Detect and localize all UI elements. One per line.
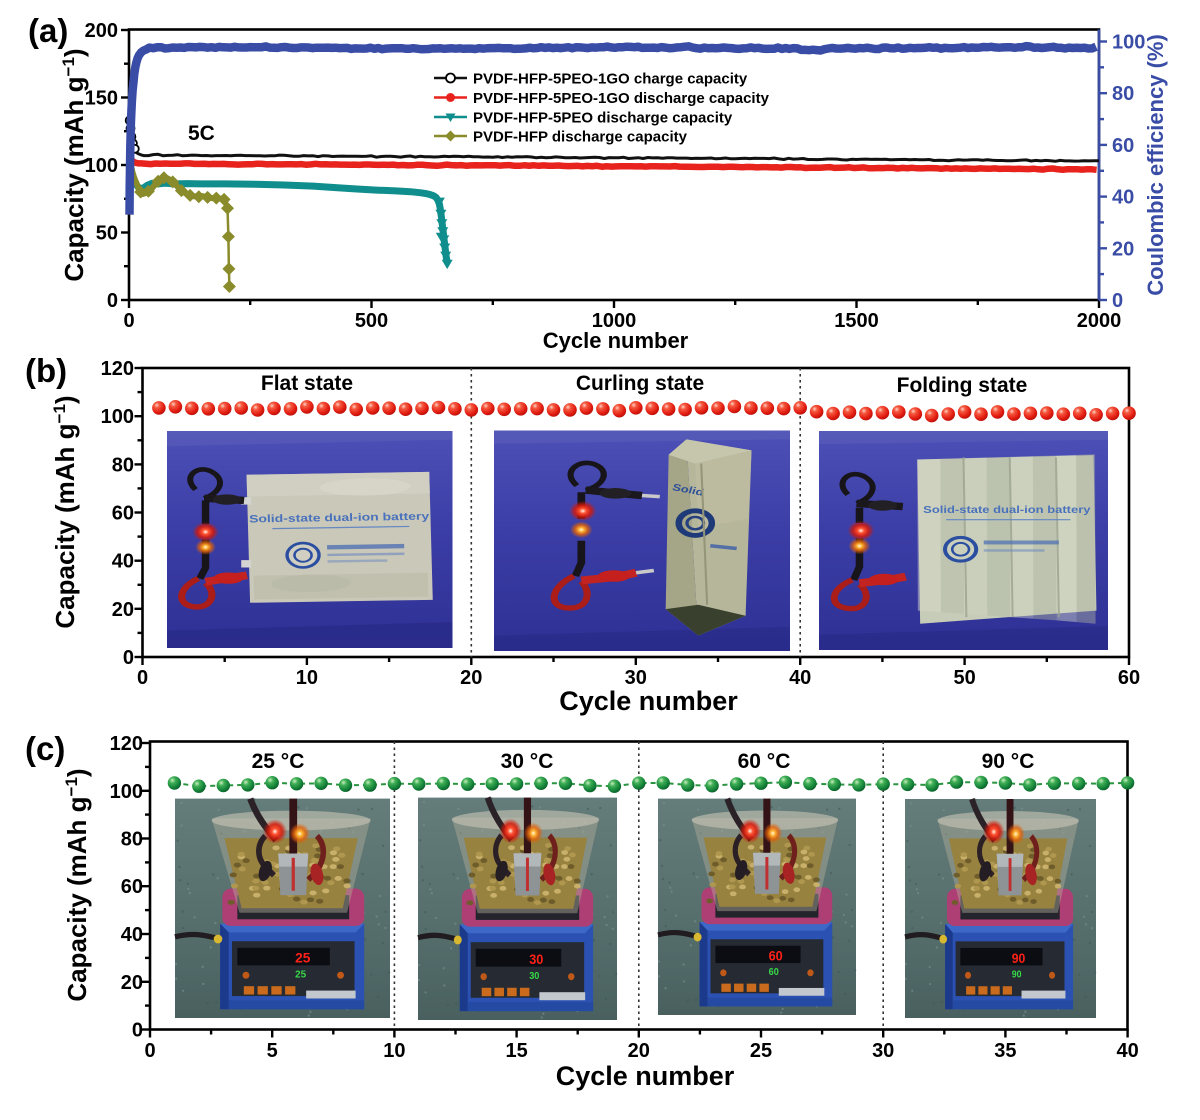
svg-text:Folding state: Folding state	[897, 374, 1028, 397]
svg-text:10: 10	[383, 1040, 405, 1062]
svg-text:30: 30	[529, 951, 543, 967]
svg-text:Capacity (mAh g−1): Capacity (mAh g−1)	[59, 48, 90, 281]
svg-text:80: 80	[121, 829, 143, 851]
svg-text:0: 0	[132, 1020, 143, 1042]
svg-text:25: 25	[750, 1040, 772, 1062]
svg-text:2000: 2000	[1077, 310, 1122, 332]
svg-text:35: 35	[994, 1040, 1016, 1062]
svg-text:5: 5	[267, 1040, 278, 1062]
svg-text:40: 40	[1112, 187, 1134, 209]
svg-text:120: 120	[110, 733, 143, 755]
svg-text:30: 30	[872, 1040, 894, 1062]
svg-text:200: 200	[85, 20, 118, 42]
svg-text:50: 50	[953, 667, 975, 689]
svg-text:20: 20	[112, 599, 134, 621]
svg-text:100: 100	[101, 406, 134, 428]
svg-text:Cycle number: Cycle number	[559, 686, 738, 716]
svg-text:100: 100	[110, 781, 143, 803]
svg-text:60: 60	[121, 876, 143, 898]
svg-text:25: 25	[295, 969, 306, 980]
svg-text:40: 40	[112, 551, 134, 573]
svg-text:25: 25	[295, 950, 311, 966]
svg-text:20: 20	[1112, 238, 1134, 260]
svg-text:80: 80	[1112, 83, 1134, 105]
svg-text:PVDF-HFP-5PEO discharge capaci: PVDF-HFP-5PEO discharge capacity	[473, 110, 733, 127]
svg-text:20: 20	[121, 972, 143, 994]
svg-text:80: 80	[112, 454, 134, 476]
svg-text:100: 100	[1112, 32, 1145, 54]
svg-text:500: 500	[355, 310, 388, 332]
svg-text:0: 0	[123, 647, 134, 669]
svg-text:40: 40	[1116, 1040, 1138, 1062]
svg-text:60: 60	[769, 967, 779, 978]
svg-text:90: 90	[1012, 950, 1026, 966]
svg-text:PVDF-HFP-5PEO-1GO discharge ca: PVDF-HFP-5PEO-1GO discharge capacity	[473, 90, 770, 107]
svg-text:PVDF-HFP discharge capacity: PVDF-HFP discharge capacity	[473, 129, 688, 146]
svg-text:60: 60	[1118, 667, 1140, 689]
svg-text:0: 0	[1112, 290, 1123, 312]
svg-text:Coulombic efficiency (%): Coulombic efficiency (%)	[1143, 34, 1168, 296]
svg-text:0: 0	[107, 290, 118, 312]
svg-text:20: 20	[628, 1040, 650, 1062]
svg-text:90 °C: 90 °C	[982, 750, 1035, 773]
svg-text:Cycle number: Cycle number	[556, 1061, 735, 1091]
svg-text:40: 40	[121, 924, 143, 946]
svg-text:40: 40	[789, 667, 811, 689]
svg-text:Cycle number: Cycle number	[543, 328, 689, 353]
svg-text:Flat state: Flat state	[261, 372, 353, 395]
svg-text:0: 0	[144, 1040, 155, 1062]
svg-text:(a): (a)	[28, 12, 68, 49]
svg-text:150: 150	[85, 88, 118, 110]
svg-text:30: 30	[625, 667, 647, 689]
svg-text:(b): (b)	[25, 352, 67, 389]
svg-text:120: 120	[101, 358, 134, 380]
svg-text:5C: 5C	[188, 122, 215, 145]
svg-text:60: 60	[769, 948, 783, 964]
svg-text:1500: 1500	[834, 310, 879, 332]
svg-text:50: 50	[96, 223, 118, 245]
svg-text:10: 10	[296, 667, 318, 689]
svg-text:(c): (c)	[25, 730, 65, 767]
svg-text:Solid-state dual-ion battery: Solid-state dual-ion battery	[249, 510, 429, 525]
svg-text:15: 15	[505, 1040, 527, 1062]
svg-text:25 °C: 25 °C	[252, 750, 305, 773]
svg-text:0: 0	[123, 310, 134, 332]
svg-text:0: 0	[137, 667, 148, 689]
svg-text:60 °C: 60 °C	[738, 750, 791, 773]
svg-text:Solid-state dual-ion battery: Solid-state dual-ion battery	[923, 505, 1091, 515]
svg-text:1000: 1000	[592, 310, 637, 332]
svg-text:60: 60	[1112, 135, 1134, 157]
svg-text:30: 30	[529, 970, 539, 982]
svg-text:Capacity (mAh g−1): Capacity (mAh g−1)	[50, 395, 81, 628]
svg-text:90: 90	[1012, 969, 1022, 981]
svg-text:60: 60	[112, 503, 134, 525]
svg-text:Capacity (mAh g−1): Capacity (mAh g−1)	[62, 768, 93, 1001]
svg-text:100: 100	[85, 155, 118, 177]
svg-text:PVDF-HFP-5PEO-1GO charge capac: PVDF-HFP-5PEO-1GO charge capacity	[473, 71, 748, 88]
svg-text:20: 20	[460, 667, 482, 689]
svg-text:30 °C: 30 °C	[501, 750, 554, 773]
svg-text:Curling state: Curling state	[576, 372, 704, 395]
